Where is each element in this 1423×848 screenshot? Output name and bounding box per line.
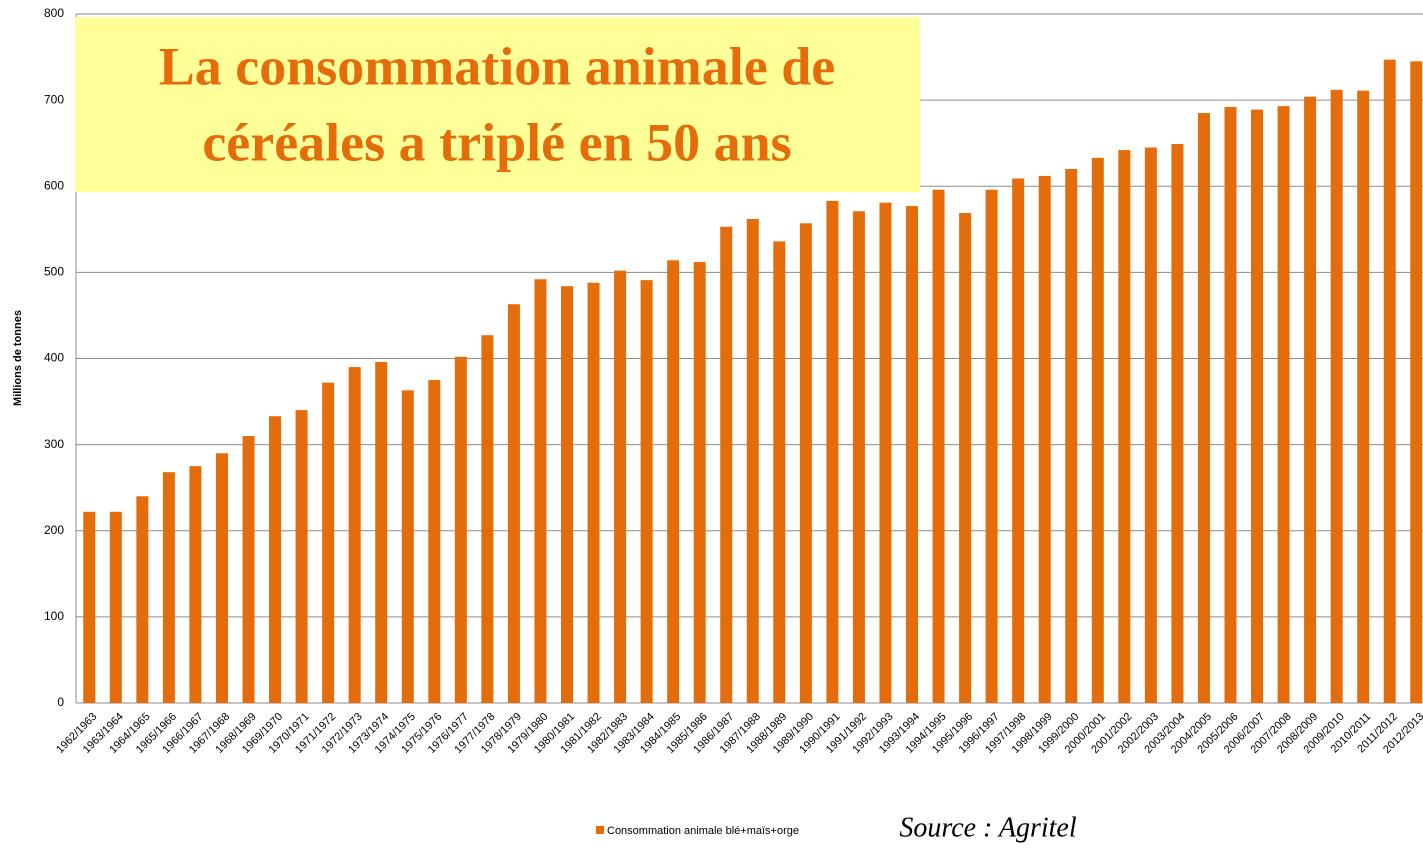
bar [428,380,441,703]
bar [215,453,228,703]
bar [1277,106,1290,703]
y-axis-label: Millions de tonnes [12,310,24,406]
y-tick-label: 300 [44,437,64,451]
bar [1304,96,1317,704]
legend: Consommation animale blé+maïs+orge [596,825,799,837]
bar [348,367,361,703]
bar [109,511,122,703]
chart-title: La consommation animale de [159,36,836,96]
bar [83,511,96,703]
bar [587,282,600,703]
bar [693,262,706,703]
bar [1038,175,1051,704]
bar [1065,169,1078,703]
y-tick-label: 800 [44,6,64,20]
bar [614,270,627,703]
bar [1118,150,1131,703]
y-tick-label: 100 [44,609,64,623]
bar [295,410,308,703]
y-tick-label: 600 [44,178,64,192]
bar [242,436,255,703]
bar [906,206,919,703]
bar [269,416,282,703]
bar [1410,61,1423,703]
y-tick-label: 400 [44,351,64,365]
bar [1171,144,1184,703]
bar [720,226,733,703]
bar [136,496,149,703]
y-tick-label: 0 [57,695,64,709]
bar [1251,109,1264,703]
bar [1357,90,1370,704]
bar [746,218,759,704]
bar [162,472,175,703]
bar [1012,178,1025,703]
bar [507,304,520,703]
chart-title: céréales a triplé en 50 ans [202,112,791,172]
bar [959,212,972,704]
bar [932,189,945,703]
bar [1330,89,1343,704]
bar [454,356,467,703]
bar [667,260,680,703]
bar [1144,147,1157,703]
title-box [75,17,920,192]
bar [481,335,494,703]
bar [1224,107,1237,703]
bar [879,202,892,703]
bar [322,382,335,703]
y-tick-label: 200 [44,523,64,537]
bar [1383,59,1396,704]
bar [640,280,653,703]
bar [189,466,202,703]
bar [560,286,573,703]
legend-swatch [596,826,604,834]
bar [826,200,839,704]
source-note: Source : Agritel [899,812,1077,843]
bar [852,211,865,703]
bar [401,390,414,703]
bar [1091,157,1104,704]
bar [375,361,388,703]
legend-label: Consommation animale blé+maïs+orge [607,825,799,837]
y-tick-label: 500 [44,265,64,279]
bar [985,189,998,703]
y-tick-label: 700 [44,92,64,106]
bar [773,241,786,703]
bar [1197,113,1210,703]
bar [799,223,812,703]
bar [534,279,547,703]
